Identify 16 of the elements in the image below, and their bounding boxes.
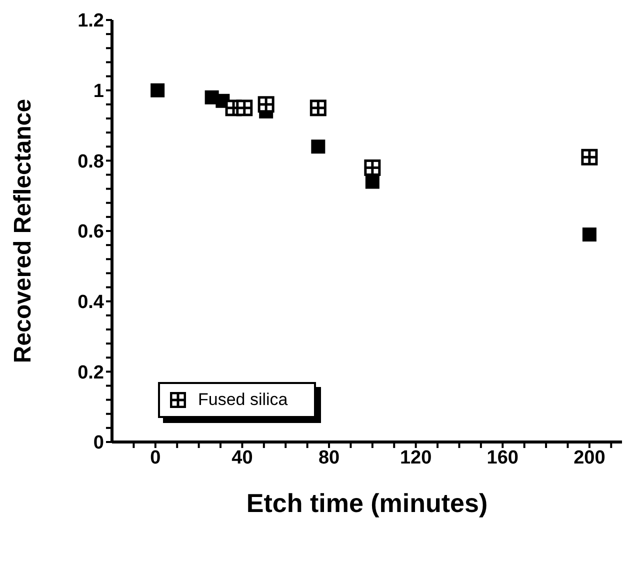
x-tick-label: 160 — [486, 447, 518, 468]
y-tick-label: 0.2 — [78, 362, 104, 384]
x-axis-title: Etch time (minutes) — [246, 488, 488, 518]
legend-label: Fused silica — [198, 390, 288, 410]
y-tick-label: 1.2 — [78, 10, 104, 32]
x-tick-label: 0 — [150, 447, 161, 468]
x-tick-label: 40 — [232, 447, 253, 468]
x-tick-label: 200 — [574, 447, 606, 468]
x-tick-label: 120 — [400, 447, 432, 468]
y-tick-label: 0 — [93, 432, 104, 454]
x-tick-label: 80 — [318, 447, 340, 468]
y-tick-label: 1 — [93, 81, 104, 102]
y-tick-label: 0.6 — [78, 222, 104, 243]
y-axis-title: Recovered Reflectance — [10, 98, 37, 364]
y-tick-label: 0.4 — [78, 292, 104, 314]
y-tick-label: 0.8 — [78, 151, 104, 172]
